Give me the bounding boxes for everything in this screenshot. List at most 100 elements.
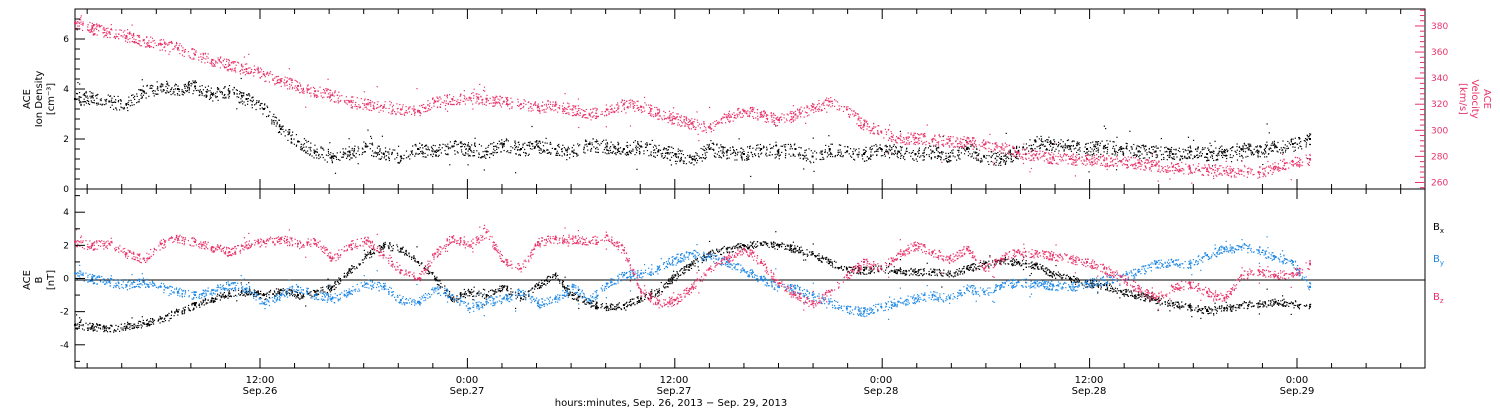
velocity-sample: [999, 146, 1000, 147]
density-sample: [222, 93, 223, 94]
density-sample: [504, 141, 505, 142]
velocity-sample: [951, 143, 952, 144]
density-sample: [1107, 147, 1108, 148]
velocity-sample: [1012, 147, 1013, 148]
density-sample: [565, 149, 566, 150]
velocity-sample: [98, 30, 99, 31]
velocity-sample: [1117, 158, 1118, 159]
velocity-sample: [303, 89, 304, 90]
density-sample: [1151, 146, 1152, 147]
density-sample: [655, 157, 656, 158]
velocity-sample: [650, 115, 651, 116]
velocity-sample: [818, 103, 819, 104]
velocity-sample: [846, 107, 847, 108]
density-sample: [716, 144, 717, 145]
density-sample: [668, 146, 669, 147]
velocity-sample: [1077, 159, 1078, 160]
density-sample: [421, 153, 422, 154]
density-sample: [345, 148, 346, 149]
density-sample: [1099, 145, 1100, 146]
density-sample: [549, 152, 550, 153]
density-sample: [248, 98, 249, 99]
velocity-sample: [590, 116, 591, 117]
velocity-sample: [499, 103, 500, 104]
velocity-sample: [1000, 153, 1001, 154]
velocity-sample: [973, 149, 974, 150]
velocity-sample: [125, 40, 126, 41]
velocity-sample: [578, 110, 579, 111]
density-sample: [199, 91, 200, 92]
density-sample: [1112, 148, 1113, 149]
density-sample: [505, 140, 506, 141]
velocity-sample: [1180, 169, 1181, 170]
density-sample: [655, 146, 656, 147]
density-sample: [804, 150, 805, 151]
velocity-sample: [517, 105, 518, 106]
density-sample: [1139, 155, 1140, 156]
density-sample: [1005, 158, 1006, 159]
velocity-sample: [592, 112, 593, 113]
density-sample: [394, 158, 395, 159]
density-sample: [446, 154, 447, 155]
velocity-sample: [911, 141, 912, 142]
density-sample: [949, 161, 950, 162]
velocity-sample: [1286, 162, 1287, 163]
density-sample: [713, 149, 714, 150]
density-sample: [373, 156, 374, 157]
velocity-sample: [622, 105, 623, 106]
density-sample: [602, 141, 603, 142]
velocity-sample: [1273, 172, 1274, 173]
density-sample: [929, 156, 930, 157]
density-sample: [379, 146, 380, 147]
velocity-sample: [198, 57, 199, 58]
density-sample: [1093, 144, 1094, 145]
density-sample: [1176, 156, 1177, 157]
density-sample: [1098, 156, 1099, 157]
density-sample: [1242, 156, 1243, 157]
density-sample: [1309, 135, 1310, 136]
velocity-sample: [985, 148, 986, 149]
density-sample: [308, 147, 309, 148]
velocity-sample: [1086, 160, 1087, 161]
density-sample: [110, 107, 111, 108]
density-sample: [645, 143, 646, 144]
density-sample: [932, 151, 933, 152]
density-sample: [346, 158, 347, 159]
density-sample: [628, 154, 629, 155]
velocity-sample: [700, 127, 701, 128]
density-sample: [157, 94, 158, 95]
velocity-sample: [826, 100, 827, 101]
density-sample: [1226, 149, 1227, 150]
velocity-sample: [906, 138, 907, 139]
velocity-sample: [703, 130, 704, 131]
velocity-sample: [1081, 160, 1082, 161]
density-sample: [123, 108, 124, 109]
density-sample: [496, 149, 497, 150]
density-sample: [196, 90, 197, 91]
density-sample: [271, 119, 272, 120]
velocity-sample: [182, 47, 183, 48]
density-sample: [1169, 152, 1170, 153]
velocity-sample: [103, 27, 104, 28]
density-sample: [154, 93, 155, 94]
density-sample: [401, 156, 402, 157]
velocity-sample: [532, 110, 533, 111]
density-sample: [468, 150, 469, 151]
velocity-sample: [804, 116, 805, 117]
velocity-sample: [565, 108, 566, 109]
velocity-sample: [1083, 164, 1084, 165]
density-sample: [79, 100, 80, 101]
density-sample: [445, 144, 446, 145]
density-sample: [202, 85, 203, 86]
density-sample: [569, 154, 570, 155]
density-sample: [212, 95, 213, 96]
density-sample: [1065, 143, 1066, 144]
density-sample: [372, 143, 373, 144]
velocity-sample: [1211, 168, 1212, 169]
velocity-sample: [964, 136, 965, 137]
density-sample: [1006, 156, 1007, 157]
velocity-sample: [489, 103, 490, 104]
density-point: [709, 148, 711, 150]
density-sample: [90, 97, 91, 98]
velocity-sample: [1102, 165, 1103, 166]
